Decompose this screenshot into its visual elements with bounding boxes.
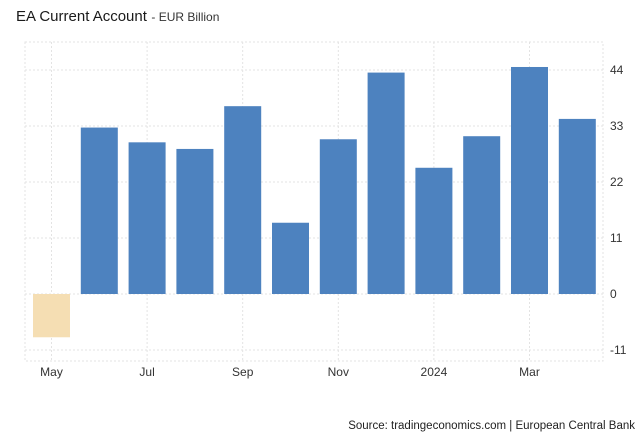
x-tick-label: Mar <box>519 365 540 379</box>
chart-header: EA Current Account - EUR Billion <box>16 8 219 26</box>
bar <box>415 167 453 294</box>
bar <box>176 148 214 294</box>
y-tick-label: 33 <box>610 119 624 133</box>
bar <box>511 66 548 295</box>
y-tick-label: 22 <box>610 175 624 189</box>
x-tick-label: Nov <box>328 365 349 379</box>
source-note: Source: tradingeconomics.com | European … <box>348 420 635 432</box>
bar <box>558 118 596 295</box>
x-tick-label: 2024 <box>421 365 448 379</box>
bar <box>128 142 166 294</box>
bar <box>463 136 501 294</box>
bar <box>33 294 70 338</box>
plot-frame <box>24 41 604 362</box>
y-tick-label: -11 <box>610 343 627 357</box>
bar <box>272 222 309 294</box>
x-tick-label: May <box>40 365 63 379</box>
bar <box>224 106 262 294</box>
bar <box>319 139 357 294</box>
x-tick-label: Sep <box>232 365 254 379</box>
chart-subtitle: - EUR Billion <box>151 10 220 24</box>
bar <box>80 127 118 294</box>
chart-title: EA Current Account <box>16 8 147 25</box>
y-tick-label: 44 <box>610 63 624 77</box>
bar <box>367 72 405 295</box>
y-tick-label: 11 <box>610 231 623 245</box>
y-tick-label: 0 <box>610 287 617 301</box>
x-tick-label: Jul <box>139 365 154 379</box>
